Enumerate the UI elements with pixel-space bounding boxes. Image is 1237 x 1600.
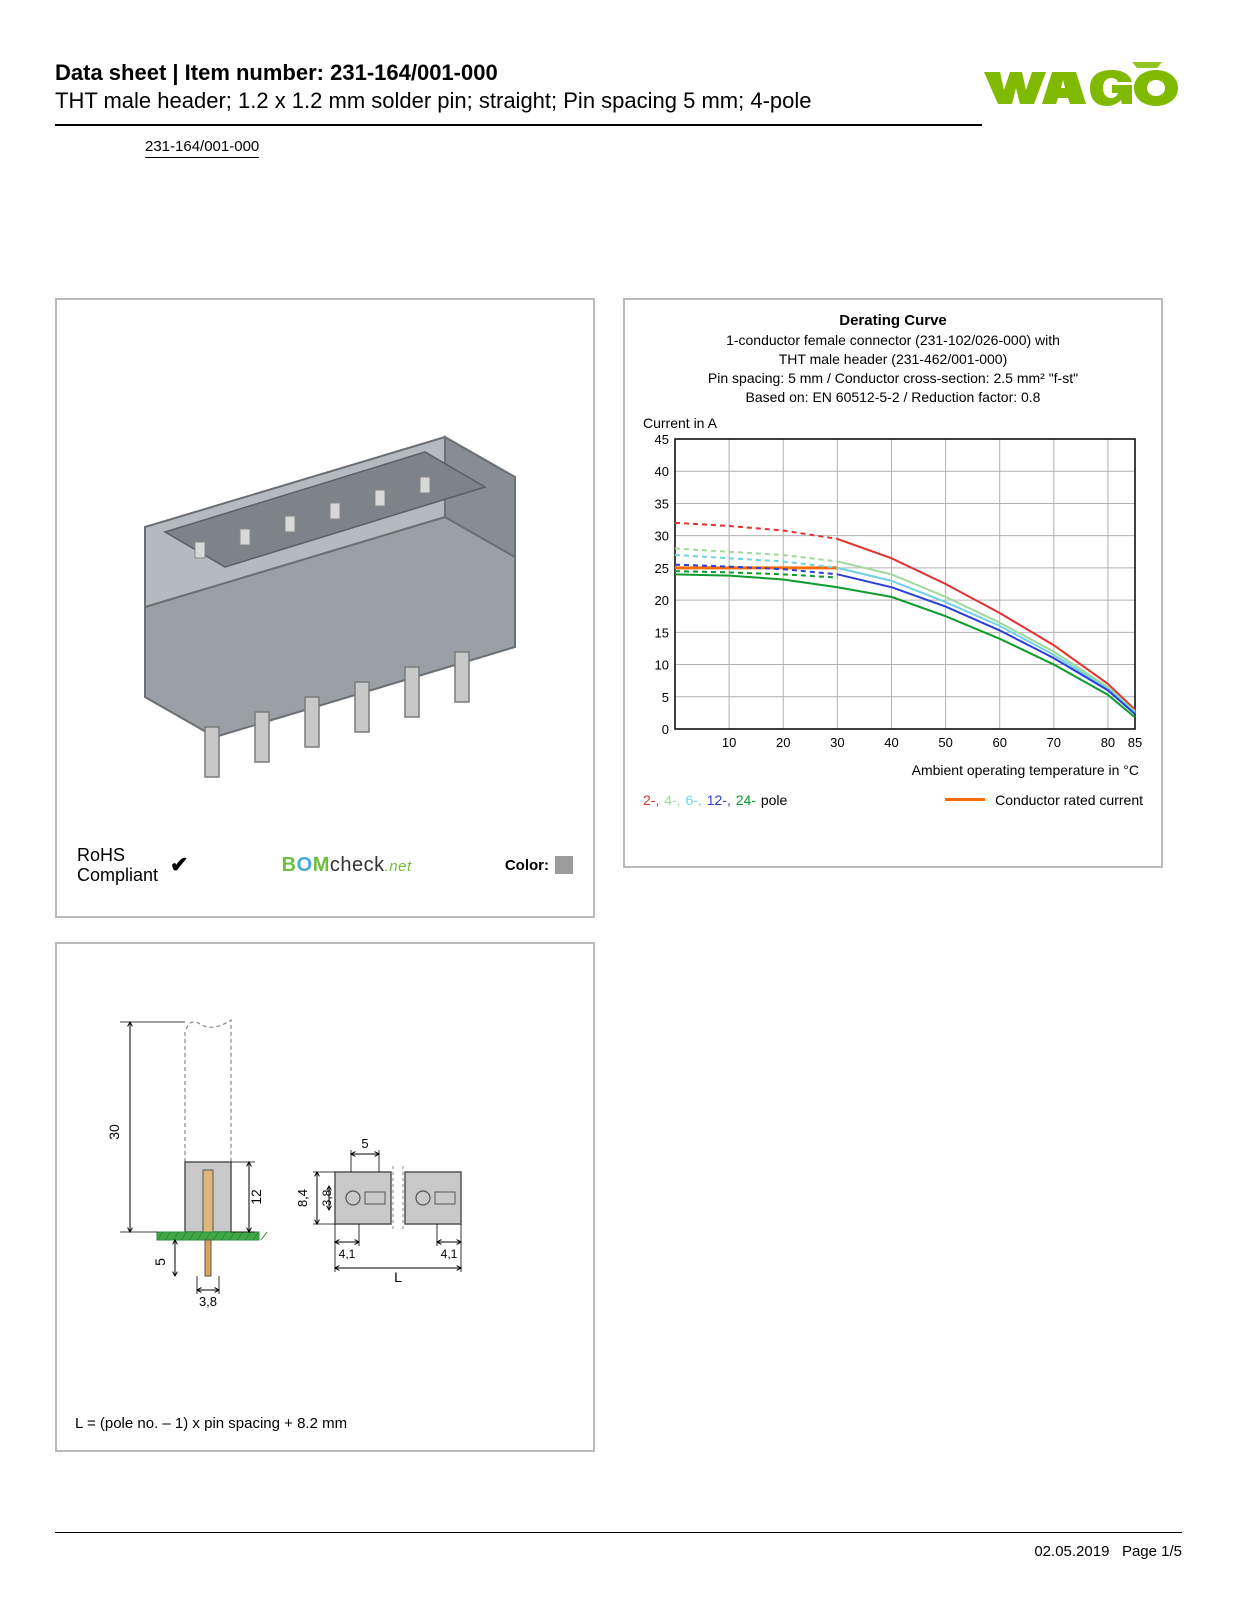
svg-text:10: 10 xyxy=(655,657,669,672)
rohs-compliant: Compliant xyxy=(77,865,158,885)
svg-text:85: 85 xyxy=(1128,735,1142,750)
dimensions-drawing: 30 12 5 3,8 5 8,4 3,8 4,1 4,1 L xyxy=(75,962,575,1362)
x-axis-label: Ambient operating temperature in °C xyxy=(635,762,1139,778)
svg-text:40: 40 xyxy=(884,735,898,750)
check-icon: ✔ xyxy=(170,852,188,878)
svg-text:0: 0 xyxy=(662,722,669,737)
product-image xyxy=(61,304,589,831)
bom-b: B xyxy=(282,854,297,876)
chart-area: Current in A 0 5 10 15 20 25 30 35 40 45 10 20 30 40 5… xyxy=(635,415,1151,778)
legend-pole-item: 4-, xyxy=(664,792,684,808)
svg-text:45: 45 xyxy=(655,433,669,447)
page-header: Data sheet | Item number: 231-164/001-00… xyxy=(55,60,1182,158)
page-footer: 02.05.2019 Page 1/5 xyxy=(55,1532,1182,1560)
title-item-number: 231-164/001-000 xyxy=(330,60,498,85)
content-row: RoHS Compliant ✔ BOMcheck.net Color: Der… xyxy=(55,298,1182,918)
bom-check: check xyxy=(330,854,385,876)
chart-title: Derating Curve xyxy=(635,312,1151,329)
svg-text:80: 80 xyxy=(1101,735,1115,750)
svg-text:3,8: 3,8 xyxy=(199,1294,217,1309)
svg-text:30: 30 xyxy=(830,735,844,750)
svg-text:5: 5 xyxy=(152,1258,168,1266)
legend-pole-item: pole xyxy=(761,792,787,808)
svg-text:30: 30 xyxy=(106,1124,122,1140)
legend-pole-item: 6-, xyxy=(685,792,705,808)
svg-text:12: 12 xyxy=(248,1189,264,1205)
bom-o: O xyxy=(297,854,313,876)
svg-text:30: 30 xyxy=(655,528,669,543)
svg-text:8,4: 8,4 xyxy=(295,1189,310,1207)
svg-text:10: 10 xyxy=(722,735,736,750)
footer-date: 02.05.2019 xyxy=(1034,1543,1109,1560)
legend-poles: 2-, 4-, 6-, 12-, 24- pole xyxy=(643,792,788,808)
dimensions-panel: 30 12 5 3,8 5 8,4 3,8 4,1 4,1 L L = (pole no. – 1… xyxy=(55,942,595,1452)
legend-conductor: Conductor rated current xyxy=(945,792,1143,808)
sheet-subtitle: THT male header; 1.2 x 1.2 mm solder pin… xyxy=(55,88,982,114)
conductor-label: Conductor rated current xyxy=(995,792,1143,808)
svg-text:35: 35 xyxy=(655,496,669,511)
y-axis-label: Current in A xyxy=(643,415,1151,431)
legend-pole-item: 24- xyxy=(736,792,760,808)
rohs-label: RoHS xyxy=(77,845,125,865)
svg-text:15: 15 xyxy=(655,625,669,640)
rohs-text: RoHS Compliant xyxy=(77,845,158,886)
svg-text:20: 20 xyxy=(776,735,790,750)
chart-svg: 0 5 10 15 20 25 30 35 40 45 10 20 30 40 50 60 70 80 85 xyxy=(635,433,1145,753)
bom-m: M xyxy=(313,854,330,876)
compliance-row: RoHS Compliant ✔ BOMcheck.net Color: xyxy=(61,831,589,912)
dimension-formula: L = (pole no. – 1) x pin spacing + 8.2 m… xyxy=(75,1415,575,1432)
header-underline xyxy=(55,124,982,126)
chart-sub4: Based on: EN 60512-5-2 / Reduction facto… xyxy=(746,389,1041,405)
svg-text:5: 5 xyxy=(662,689,669,704)
svg-text:60: 60 xyxy=(992,735,1006,750)
chart-sub2: THT male header (231-462/001-000) xyxy=(779,351,1008,367)
color-swatch xyxy=(555,856,573,874)
svg-text:50: 50 xyxy=(938,735,952,750)
title-prefix: Data sheet | Item number: xyxy=(55,60,330,85)
svg-text:70: 70 xyxy=(1047,735,1061,750)
footer-rule xyxy=(55,1532,1182,1533)
color-indicator: Color: xyxy=(505,856,573,874)
svg-text:25: 25 xyxy=(655,560,669,575)
bom-net: .net xyxy=(385,858,412,875)
color-label: Color: xyxy=(505,857,549,874)
sheet-title: Data sheet | Item number: 231-164/001-00… xyxy=(55,60,982,86)
svg-text:20: 20 xyxy=(655,593,669,608)
legend-pole-item: 2-, xyxy=(643,792,663,808)
conductor-line-icon xyxy=(945,798,985,801)
chart-legend: 2-, 4-, 6-, 12-, 24- pole Conductor rate… xyxy=(635,792,1151,808)
svg-text:4,1: 4,1 xyxy=(339,1247,356,1261)
svg-text:3,8: 3,8 xyxy=(320,1189,334,1206)
svg-text:L: L xyxy=(394,1269,402,1285)
item-number-link[interactable]: 231-164/001-000 xyxy=(145,138,259,158)
footer-text: 02.05.2019 Page 1/5 xyxy=(55,1543,1182,1560)
svg-text:40: 40 xyxy=(655,464,669,479)
footer-page: Page 1/5 xyxy=(1122,1543,1182,1560)
svg-text:4,1: 4,1 xyxy=(441,1247,458,1261)
svg-text:5: 5 xyxy=(361,1136,368,1151)
rohs-block: RoHS Compliant ✔ xyxy=(77,845,188,886)
bomcheck-logo: BOMcheck.net xyxy=(282,854,412,877)
chart-subtitle: 1-conductor female connector (231-102/02… xyxy=(635,331,1151,407)
derating-chart-panel: Derating Curve 1-conductor female connec… xyxy=(623,298,1163,868)
chart-sub3: Pin spacing: 5 mm / Conductor cross-sect… xyxy=(708,370,1078,386)
product-panel: RoHS Compliant ✔ BOMcheck.net Color: xyxy=(55,298,595,918)
header-text-block: Data sheet | Item number: 231-164/001-00… xyxy=(55,60,982,158)
legend-pole-item: 12-, xyxy=(707,792,735,808)
wago-logo xyxy=(982,60,1182,115)
chart-sub1: 1-conductor female connector (231-102/02… xyxy=(726,332,1060,348)
